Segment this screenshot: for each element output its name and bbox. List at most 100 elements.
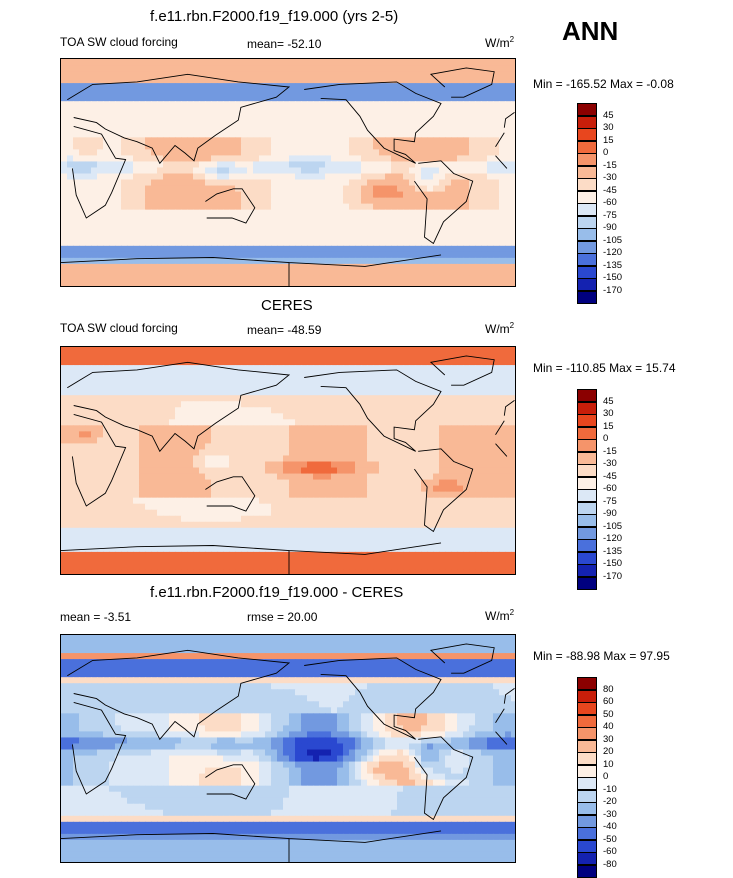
field-cell	[271, 131, 278, 138]
field-cell	[313, 413, 320, 420]
field-cell	[139, 174, 146, 181]
field-cell	[277, 174, 284, 181]
field-cell	[193, 192, 200, 199]
field-cell	[145, 174, 152, 181]
field-cell	[205, 389, 212, 396]
field-cell	[121, 395, 128, 402]
field-cell	[439, 347, 446, 354]
field-cell	[205, 413, 212, 420]
field-cell	[103, 474, 110, 481]
field-cell	[457, 431, 464, 438]
field-cell	[373, 107, 380, 114]
field-cell	[205, 407, 212, 414]
field-cell	[445, 137, 452, 144]
field-cell	[379, 437, 386, 444]
field-cell	[79, 504, 86, 511]
field-cell	[277, 389, 284, 396]
field-cell	[133, 462, 140, 469]
field-cell	[469, 449, 476, 456]
field-cell	[499, 258, 506, 265]
field-cell	[439, 119, 446, 126]
field-cell	[199, 234, 206, 241]
field-cell	[127, 401, 134, 408]
field-cell	[259, 504, 266, 511]
field-cell	[403, 347, 410, 354]
field-cell	[241, 119, 248, 126]
field-cell	[355, 468, 362, 475]
field-cell	[307, 443, 314, 450]
field-cell	[223, 59, 230, 66]
field-cell	[247, 161, 254, 168]
field-cell	[361, 65, 368, 72]
field-cell	[61, 480, 68, 487]
field-cell	[481, 186, 488, 193]
field-cell	[295, 101, 302, 108]
field-cell	[433, 486, 440, 493]
field-cell	[97, 240, 104, 247]
field-cell	[397, 419, 404, 426]
field-cell	[433, 480, 440, 487]
field-cell	[373, 216, 380, 223]
field-cell	[355, 431, 362, 438]
field-cell	[181, 216, 188, 223]
field-cell	[187, 192, 194, 199]
field-cell	[343, 258, 350, 265]
field-cell	[103, 119, 110, 126]
field-cell	[265, 125, 272, 132]
field-cell	[319, 240, 326, 247]
field-cell	[463, 264, 470, 271]
field-cell	[217, 222, 224, 229]
field-cell	[217, 95, 224, 102]
field-cell	[217, 449, 224, 456]
field-cell	[295, 161, 302, 168]
field-cell	[307, 498, 314, 505]
field-cell	[385, 455, 392, 462]
field-cell	[313, 455, 320, 462]
field-cell	[301, 431, 308, 438]
field-cell	[493, 395, 500, 402]
field-cell	[403, 492, 410, 499]
field-cell	[385, 222, 392, 229]
field-cell	[463, 137, 470, 144]
field-cell	[121, 204, 128, 211]
field-cell	[85, 113, 92, 120]
field-cell	[145, 462, 152, 469]
field-cell	[307, 240, 314, 247]
field-cell	[373, 252, 380, 259]
field-cell	[451, 228, 458, 235]
field-cell	[259, 161, 266, 168]
field-cell	[73, 359, 80, 366]
field-cell	[361, 486, 368, 493]
field-cell	[253, 437, 260, 444]
field-cell	[307, 71, 314, 78]
field-cell	[259, 228, 266, 235]
field-cell	[211, 210, 218, 217]
field-cell	[223, 353, 230, 360]
field-cell	[469, 419, 476, 426]
field-cell	[445, 161, 452, 168]
field-cell	[331, 125, 338, 132]
field-cell	[235, 498, 242, 505]
field-cell	[151, 383, 158, 390]
field-cell	[133, 270, 140, 277]
field-cell	[133, 455, 140, 462]
field-cell	[313, 401, 320, 408]
field-cell	[211, 455, 218, 462]
field-cell	[127, 347, 134, 354]
field-cell	[421, 143, 428, 150]
field-cell	[415, 192, 422, 199]
field-cell	[253, 413, 260, 420]
field-cell	[61, 222, 68, 229]
field-cell	[295, 246, 302, 253]
field-cell	[343, 347, 350, 354]
field-cell	[373, 246, 380, 253]
field-cell	[313, 395, 320, 402]
field-cell	[175, 377, 182, 384]
field-cell	[121, 119, 128, 126]
field-cell	[439, 413, 446, 420]
field-cell	[337, 180, 344, 187]
field-cell	[265, 113, 272, 120]
field-cell	[487, 167, 494, 174]
field-cell	[499, 377, 506, 384]
field-cell	[307, 419, 314, 426]
